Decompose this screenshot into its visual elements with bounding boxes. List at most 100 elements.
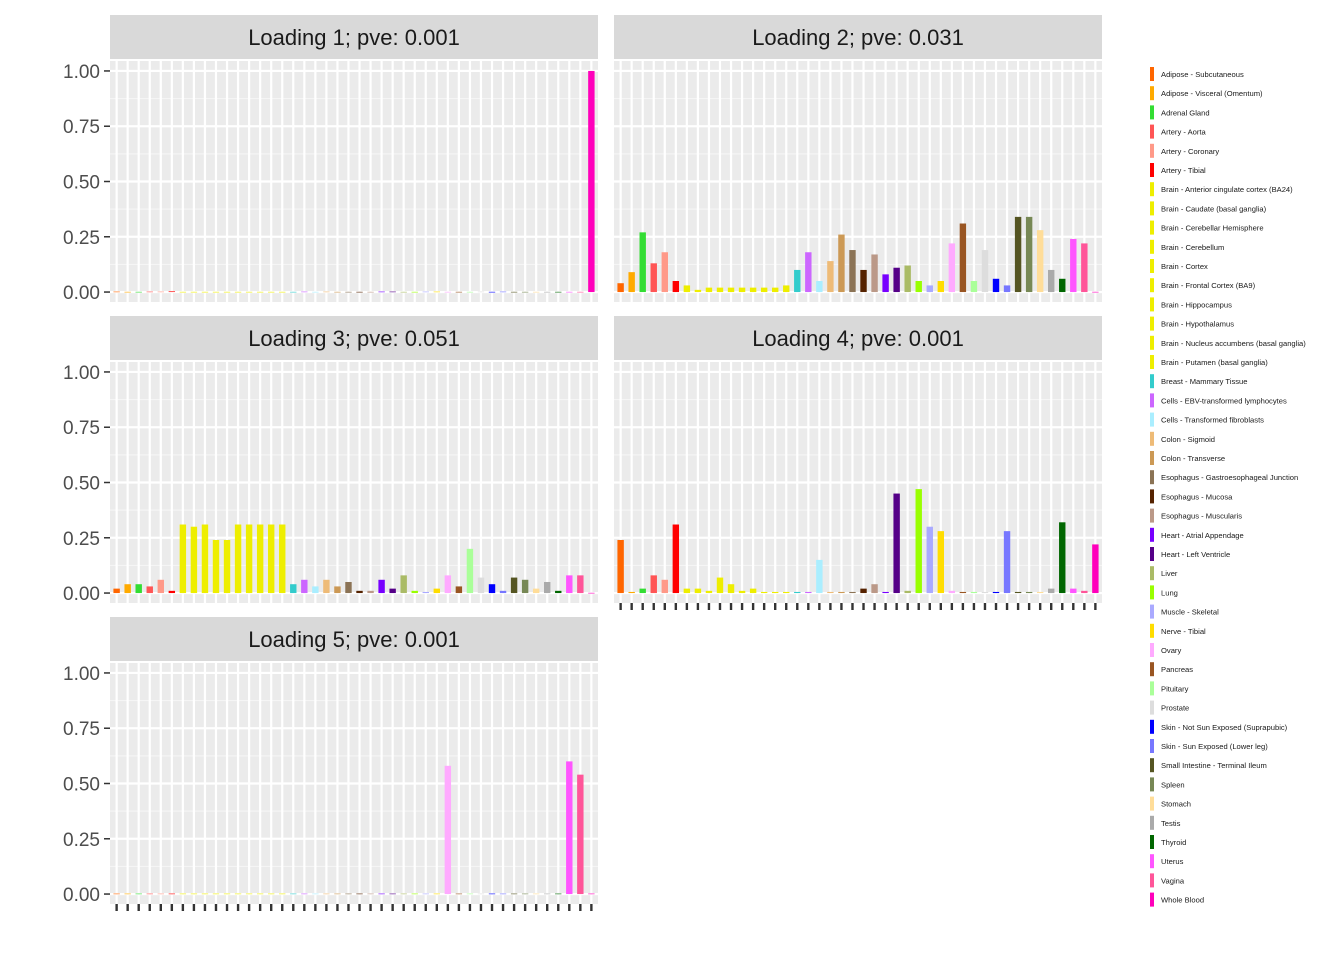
legend-swatch	[1150, 182, 1154, 197]
bar-42	[1070, 588, 1077, 594]
bar-28	[411, 590, 418, 594]
bar-35	[488, 291, 496, 293]
bar-12	[738, 287, 746, 293]
bar-33	[466, 291, 474, 293]
bar-1	[617, 539, 624, 594]
bar-34	[477, 577, 485, 594]
y-tick-label: 0.50	[63, 474, 100, 495]
bar-21	[838, 591, 845, 594]
bar-16	[279, 524, 286, 594]
bar-9	[201, 291, 209, 293]
bar-39	[532, 291, 540, 293]
bar-38	[521, 893, 529, 895]
y-tick-label: 0.50	[63, 775, 100, 796]
legend-item-1: Adipose - Subcutaneous	[1150, 67, 1244, 81]
facet-title: Loading 3; pve: 0.051	[248, 326, 460, 351]
bar-38	[521, 291, 529, 293]
bar-5	[157, 291, 164, 293]
bar-21	[334, 586, 341, 594]
bar-12	[234, 524, 242, 594]
legend-label: Brain - Hypothalamus	[1161, 320, 1234, 329]
legend-item-10: Brain - Cerebellum	[1150, 239, 1224, 254]
legend-label: Skin - Sun Exposed (Lower leg)	[1161, 742, 1268, 751]
y-tick-label: 0.25	[63, 529, 100, 550]
bar-26	[893, 493, 900, 594]
bar-19	[312, 291, 319, 293]
legend-label: Heart - Atrial Appendage	[1161, 531, 1244, 540]
legend-label: Heart - Left Ventricle	[1161, 550, 1230, 559]
bar-28	[411, 291, 418, 293]
legend-item-43: Vagina	[1150, 873, 1185, 888]
bar-10	[212, 539, 220, 594]
legend-item-19: Cells - Transformed fibroblasts	[1150, 412, 1264, 427]
legend-item-12: Brain - Frontal Cortex (BA9)	[1150, 278, 1256, 293]
legend-label: Esophagus - Gastroesophageal Junction	[1161, 473, 1298, 482]
legend-label: Liver	[1161, 569, 1178, 578]
legend-item-22: Esophagus - Gastroesophageal Junction	[1150, 470, 1298, 485]
legend-item-33: Pituitary	[1150, 681, 1189, 696]
bar-13	[749, 588, 757, 594]
facet-panel-3: Loading 3; pve: 0.051 0.00 0.25 0.50 0.75 1.0…	[63, 316, 598, 605]
bar-28	[411, 893, 418, 895]
bar-37	[510, 291, 518, 293]
bar-35	[488, 584, 496, 594]
bar-33	[970, 591, 978, 594]
bar-35	[992, 591, 1000, 594]
bar-36	[1003, 531, 1011, 594]
bar-26	[389, 588, 396, 594]
bar-32	[959, 223, 967, 293]
bar-7	[683, 285, 691, 293]
bar-44	[588, 70, 595, 293]
legend-item-26: Heart - Left Ventricle	[1150, 547, 1230, 561]
bar-39	[532, 588, 540, 594]
legend-label: Breast - Mammary Tissue	[1161, 377, 1248, 386]
bar-28	[915, 489, 922, 594]
bar-14	[256, 893, 264, 895]
bar-37	[510, 577, 518, 594]
legend-label: Pituitary	[1161, 684, 1189, 693]
legend-swatch	[1150, 815, 1154, 830]
legend-swatch	[1150, 585, 1154, 600]
legend-item-7: Brain - Anterior cingulate cortex (BA24)	[1150, 182, 1293, 197]
bar-1	[617, 283, 624, 293]
legend-item-2: Adipose - Visceral (Omentum)	[1150, 86, 1263, 101]
legend-swatch	[1150, 393, 1154, 408]
bar-1	[113, 291, 120, 293]
bar-36	[499, 590, 507, 594]
legend-label: Brain - Nucleus accumbens (basal ganglia…	[1161, 339, 1306, 348]
legend-item-18: Cells - EBV-transformed lymphocytes	[1150, 393, 1287, 408]
bar-17	[290, 893, 297, 895]
bar-30	[433, 291, 441, 293]
bar-8	[190, 893, 198, 895]
legend-item-42: Uterus	[1150, 854, 1184, 869]
bar-14	[760, 287, 768, 293]
legend-label: Artery - Coronary	[1161, 147, 1219, 156]
bars	[113, 761, 595, 895]
bar-41	[1059, 522, 1066, 594]
facet-title: Loading 1; pve: 0.001	[248, 25, 460, 50]
bar-16	[279, 893, 286, 895]
bar-23	[860, 588, 867, 594]
bar-21	[334, 893, 341, 895]
legend-swatch	[1150, 700, 1154, 715]
legend-item-39: Stomach	[1150, 796, 1191, 811]
y-axis: 0.00 0.25 0.50 0.75 1.00	[63, 62, 110, 304]
legend-label: Adipose - Subcutaneous	[1161, 70, 1244, 79]
legend-swatch	[1150, 355, 1154, 369]
bar-30	[433, 588, 441, 594]
facet-panel-5: Loading 5; pve: 0.001 0.00 0.25 0.50 0.75 1.0…	[63, 617, 598, 911]
legend-swatch	[1150, 239, 1154, 254]
bar-9	[705, 590, 713, 594]
bar-20	[323, 579, 330, 594]
legend-item-28: Lung	[1150, 585, 1178, 600]
bar-32	[455, 586, 463, 594]
bar-25	[378, 579, 385, 594]
legend-item-13: Brain - Hippocampus	[1150, 297, 1232, 312]
bar-30	[937, 531, 945, 594]
bar-3	[135, 584, 142, 594]
legend-swatch	[1150, 604, 1154, 619]
bar-31	[444, 575, 452, 594]
legend-item-38: Spleen	[1150, 777, 1185, 792]
x-axis	[619, 603, 1097, 610]
facet-strip	[110, 617, 598, 661]
